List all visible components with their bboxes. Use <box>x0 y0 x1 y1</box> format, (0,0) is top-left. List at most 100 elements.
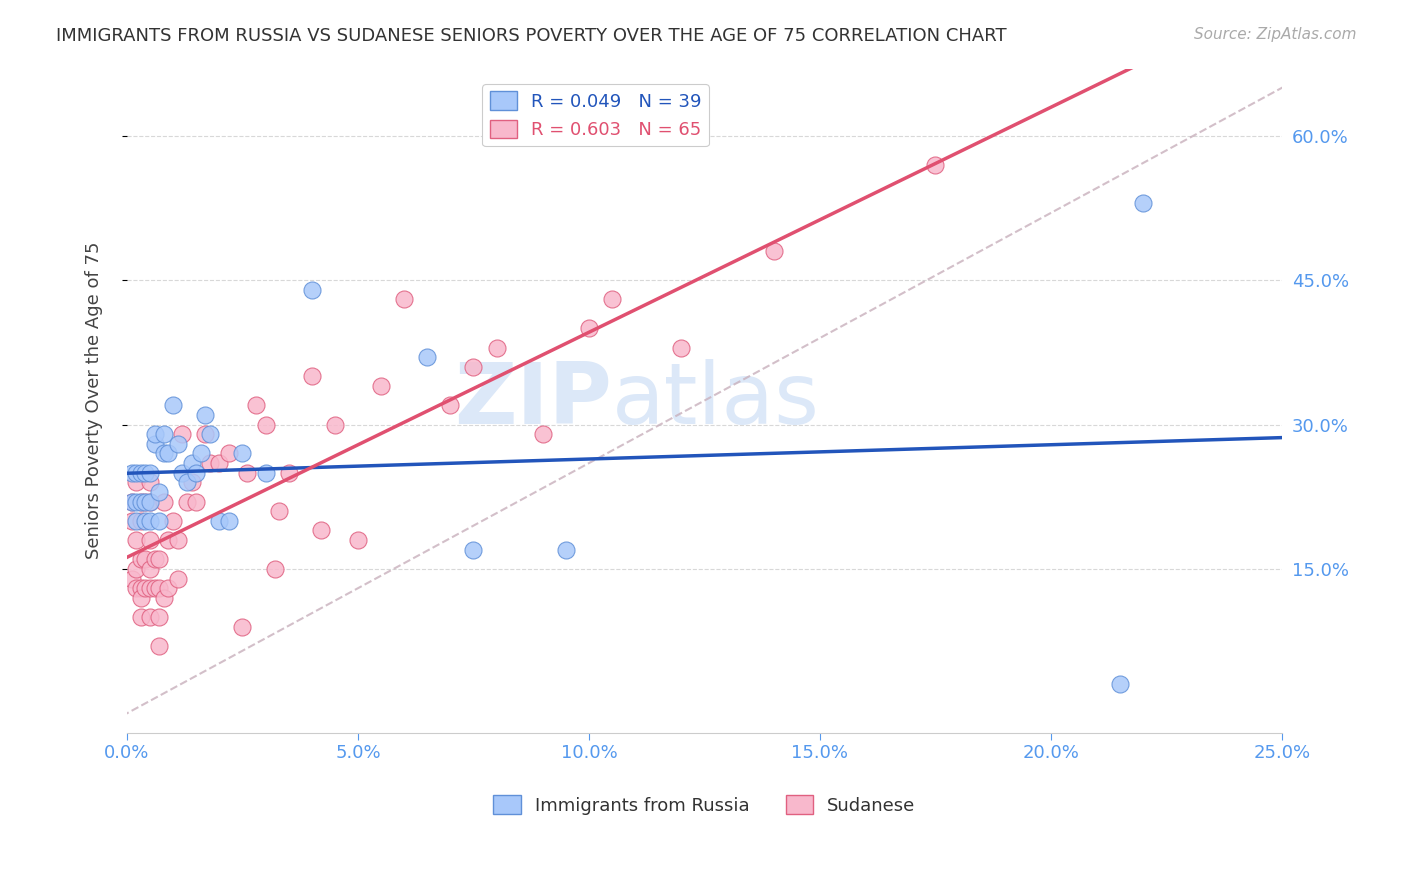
Point <box>148 514 170 528</box>
Point <box>157 533 180 547</box>
Point <box>245 398 267 412</box>
Point <box>143 437 166 451</box>
Point <box>254 466 277 480</box>
Point <box>129 581 152 595</box>
Point <box>129 514 152 528</box>
Point <box>139 533 162 547</box>
Point <box>148 581 170 595</box>
Point <box>153 446 176 460</box>
Text: atlas: atlas <box>612 359 820 442</box>
Point <box>463 542 485 557</box>
Point <box>416 350 439 364</box>
Point <box>254 417 277 432</box>
Point <box>347 533 370 547</box>
Point <box>134 494 156 508</box>
Point <box>125 466 148 480</box>
Point <box>208 456 231 470</box>
Legend: Immigrants from Russia, Sudanese: Immigrants from Russia, Sudanese <box>486 789 922 822</box>
Point <box>176 494 198 508</box>
Text: IMMIGRANTS FROM RUSSIA VS SUDANESE SENIORS POVERTY OVER THE AGE OF 75 CORRELATIO: IMMIGRANTS FROM RUSSIA VS SUDANESE SENIO… <box>56 27 1007 45</box>
Point <box>176 475 198 490</box>
Point <box>134 552 156 566</box>
Point <box>157 581 180 595</box>
Point <box>153 427 176 442</box>
Point <box>143 427 166 442</box>
Point <box>172 427 194 442</box>
Point <box>323 417 346 432</box>
Point <box>762 244 785 259</box>
Point <box>148 639 170 653</box>
Point <box>485 341 508 355</box>
Point <box>125 494 148 508</box>
Point <box>269 504 291 518</box>
Point <box>180 475 202 490</box>
Point <box>166 437 188 451</box>
Point <box>129 494 152 508</box>
Point <box>172 466 194 480</box>
Point <box>231 446 253 460</box>
Point <box>231 620 253 634</box>
Point <box>157 446 180 460</box>
Point <box>139 562 162 576</box>
Point <box>198 456 221 470</box>
Point <box>139 466 162 480</box>
Point <box>277 466 299 480</box>
Point <box>125 475 148 490</box>
Point <box>1132 196 1154 211</box>
Point <box>301 283 323 297</box>
Point <box>129 610 152 624</box>
Point <box>208 514 231 528</box>
Point <box>186 466 208 480</box>
Point <box>463 359 485 374</box>
Point <box>148 485 170 500</box>
Point <box>180 456 202 470</box>
Point <box>129 494 152 508</box>
Point <box>139 494 162 508</box>
Point <box>143 552 166 566</box>
Point <box>924 158 946 172</box>
Point <box>218 446 240 460</box>
Point <box>125 581 148 595</box>
Point <box>194 408 217 422</box>
Point <box>578 321 600 335</box>
Point <box>600 293 623 307</box>
Point <box>129 552 152 566</box>
Point <box>134 466 156 480</box>
Point <box>309 524 332 538</box>
Point <box>392 293 415 307</box>
Point <box>125 562 148 576</box>
Text: ZIP: ZIP <box>454 359 612 442</box>
Point <box>190 446 212 460</box>
Point <box>134 514 156 528</box>
Point <box>554 542 576 557</box>
Point <box>139 494 162 508</box>
Point <box>121 466 143 480</box>
Point <box>162 398 184 412</box>
Point <box>194 427 217 442</box>
Point <box>121 494 143 508</box>
Text: Source: ZipAtlas.com: Source: ZipAtlas.com <box>1194 27 1357 42</box>
Point <box>301 369 323 384</box>
Point <box>671 341 693 355</box>
Point <box>218 514 240 528</box>
Point <box>153 494 176 508</box>
Point <box>139 610 162 624</box>
Point <box>143 581 166 595</box>
Point <box>198 427 221 442</box>
Point <box>129 591 152 605</box>
Point <box>370 379 392 393</box>
Point <box>186 494 208 508</box>
Point <box>166 572 188 586</box>
Point <box>531 427 554 442</box>
Point <box>166 533 188 547</box>
Point <box>139 581 162 595</box>
Point <box>1109 677 1132 691</box>
Point <box>153 591 176 605</box>
Point <box>134 494 156 508</box>
Point <box>148 610 170 624</box>
Point <box>162 514 184 528</box>
Point <box>148 552 170 566</box>
Point <box>121 494 143 508</box>
Point <box>125 514 148 528</box>
Point <box>121 572 143 586</box>
